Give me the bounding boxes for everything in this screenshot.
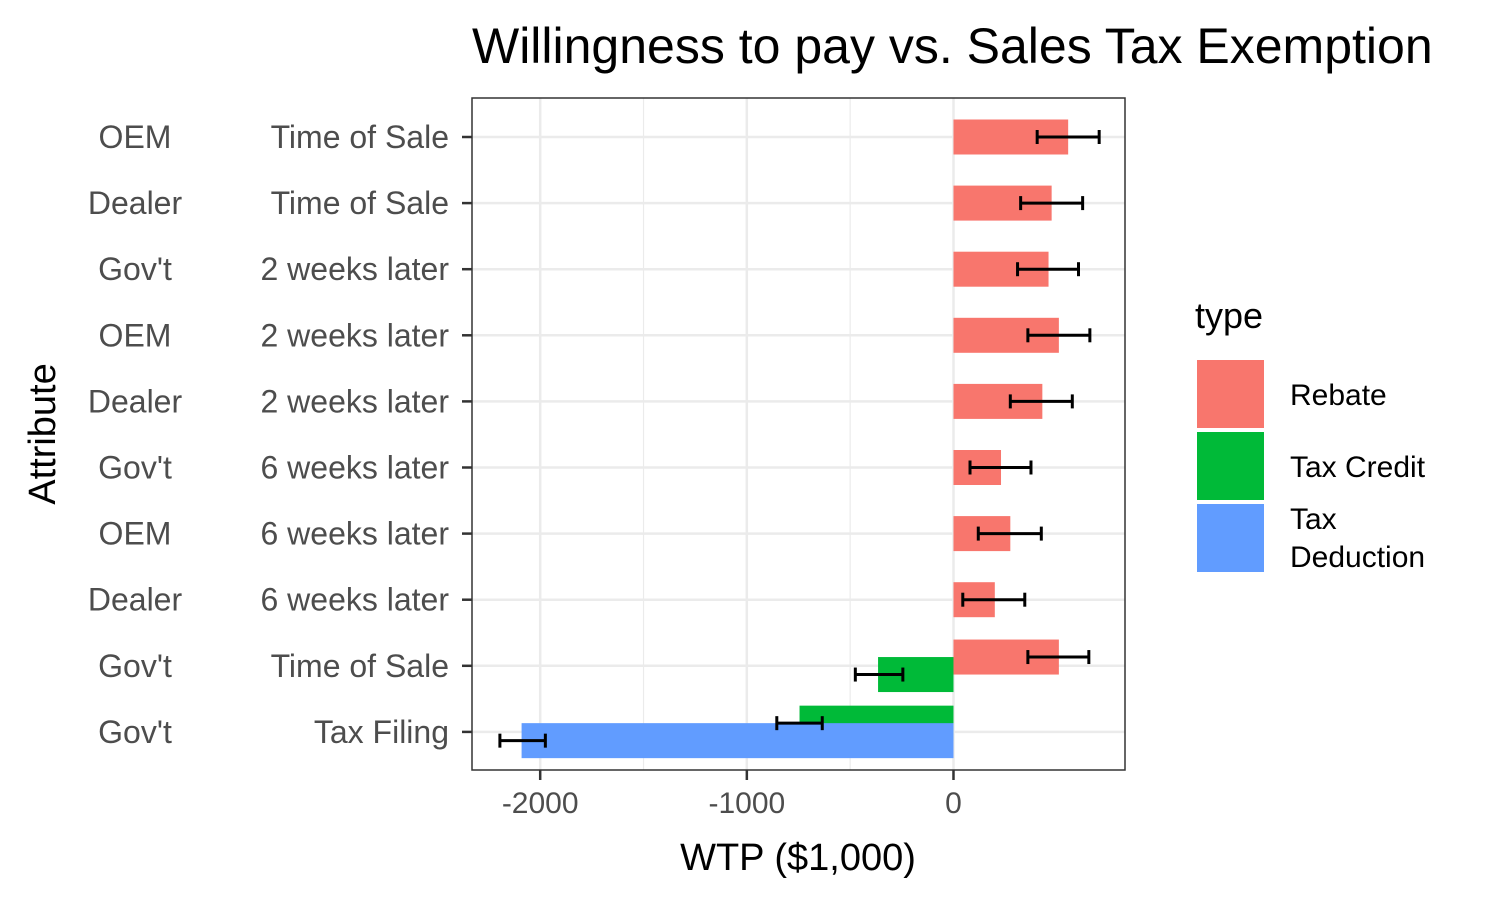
error-bar [1035, 130, 1101, 144]
y-tick-label-group: Gov't [98, 251, 172, 287]
y-tick-label-group: Gov't [98, 714, 172, 750]
y-tick-label-group: OEM [99, 119, 172, 155]
x-axis-ticks: -2000 -1000 0 [502, 770, 962, 820]
error-bar [968, 460, 1033, 475]
y-tick-label-group: Gov't [98, 450, 172, 486]
bar-tax-deduction [521, 723, 954, 759]
y-tick-label-timing: Time of Sale [271, 185, 449, 221]
x-axis-title: WTP ($1,000) [680, 837, 916, 879]
y-tick-label-timing: Time of Sale [271, 119, 449, 155]
legend-key-rebate [1197, 360, 1264, 428]
y-tick-label-group: Dealer [88, 582, 183, 618]
y-tick-label-group: Gov't [98, 648, 172, 684]
bars [521, 119, 1069, 759]
x-tick-label: -2000 [502, 787, 579, 820]
y-tick-label-timing: 6 weeks later [260, 450, 449, 486]
y-tick-label-group: OEM [99, 516, 172, 552]
error-bar [1026, 650, 1091, 665]
y-tick-label-timing: Time of Sale [271, 648, 449, 684]
chart-title: Willingness to pay vs. Sales Tax Exempti… [472, 18, 1433, 74]
error-bar [1008, 394, 1074, 409]
error-bar [1026, 328, 1092, 343]
legend-key-tax-deduction [1197, 504, 1264, 572]
error-bars [498, 130, 1101, 748]
error-bar [853, 667, 905, 682]
y-tick-label-group: Dealer [88, 185, 183, 221]
y-tick-label-timing: 6 weeks later [260, 582, 449, 618]
legend-label: Tax Deduction [1290, 503, 1425, 574]
error-bar [961, 592, 1027, 607]
error-bar [1019, 196, 1085, 211]
error-bar [498, 733, 547, 748]
y-tick-label-group: Dealer [88, 383, 183, 419]
error-bar [775, 716, 824, 731]
legend-title: type [1195, 295, 1263, 336]
legend-label: Rebate [1290, 379, 1387, 412]
plot-panel-border [471, 97, 1126, 771]
y-tick-label-timing: Tax Filing [314, 714, 449, 750]
y-axis-title: Attribute [22, 363, 64, 505]
y-tick-label-group: OEM [99, 317, 172, 353]
y-tick-label-timing: 2 weeks later [260, 317, 449, 353]
y-axis-ticks: Time of Sale OEM Time of Sale Dealer 2 weeks… [88, 119, 472, 750]
y-tick-label-timing: 6 weeks later [260, 516, 449, 552]
legend-label: Tax Credit [1290, 451, 1426, 484]
x-tick-label: -1000 [708, 787, 785, 820]
error-bar [976, 526, 1043, 541]
legend: type Rebate Tax Credit Tax Deduction [1195, 295, 1426, 574]
y-tick-label-timing: 2 weeks later [260, 383, 449, 419]
y-tick-label-timing: 2 weeks later [260, 251, 449, 287]
legend-key-tax-credit [1197, 432, 1264, 500]
error-bar [1016, 262, 1081, 277]
x-tick-label: 0 [945, 787, 962, 820]
